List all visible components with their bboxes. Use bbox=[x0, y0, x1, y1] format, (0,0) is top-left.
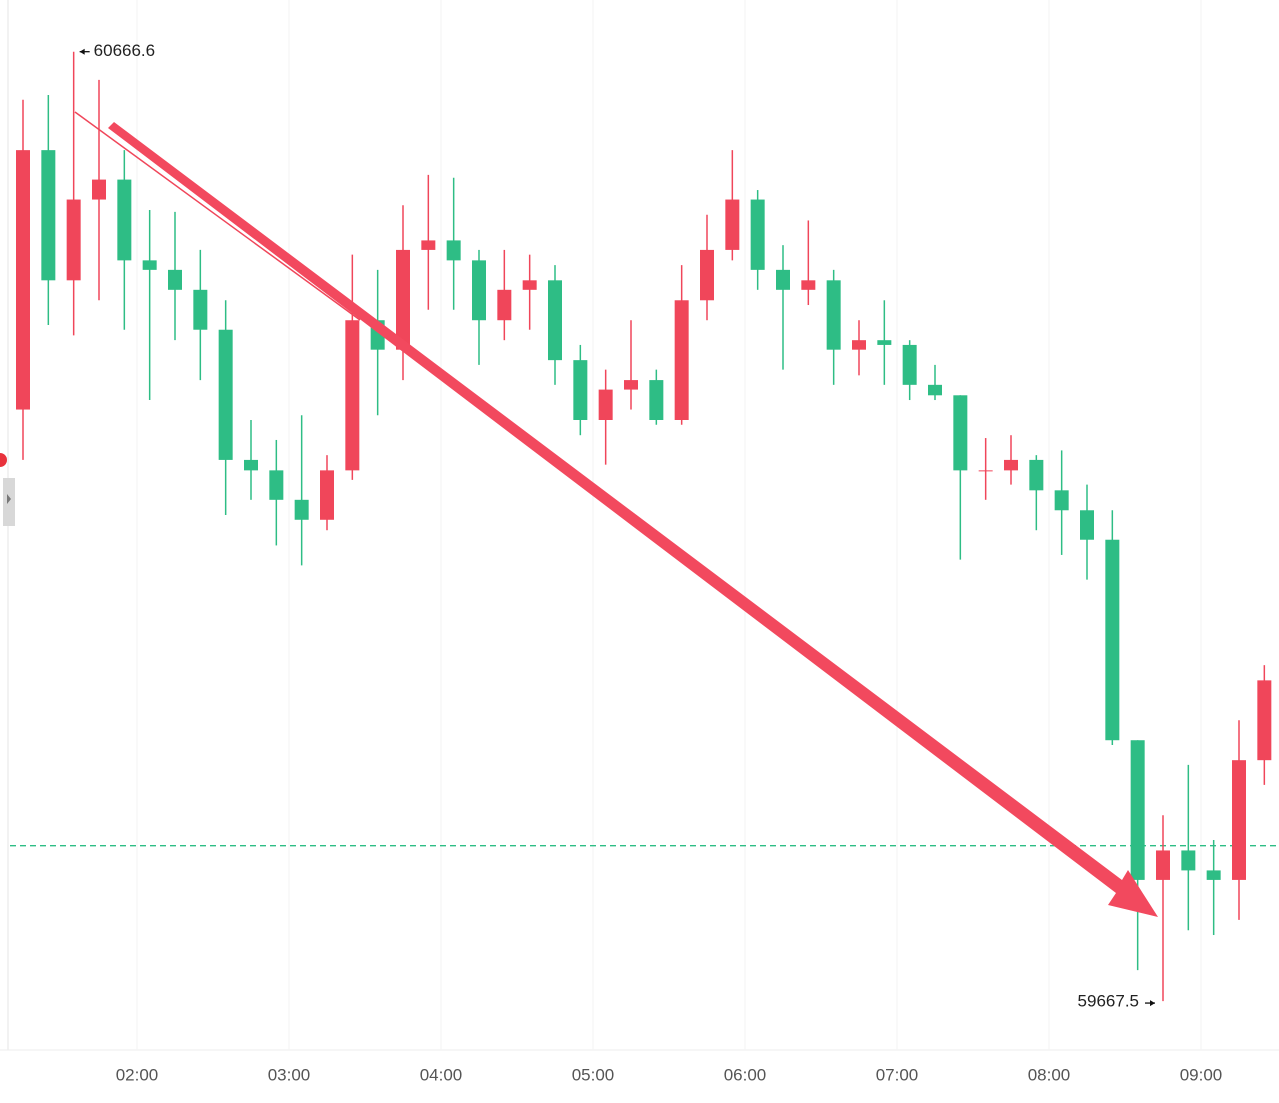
x-tick-label: 06:00 bbox=[724, 1065, 767, 1084]
candle-body bbox=[928, 384, 942, 396]
candle-body bbox=[801, 280, 816, 290]
side-tab bbox=[3, 478, 15, 526]
candle-body bbox=[877, 340, 892, 345]
candle-body bbox=[269, 470, 284, 500]
labels: 02:00 03:00 04:00 05:00 06:00 07:00 08:00 09:00… bbox=[79, 41, 1223, 1084]
candle-body bbox=[396, 249, 410, 350]
candle-body bbox=[902, 344, 917, 385]
candle-body bbox=[598, 389, 613, 420]
candle-body bbox=[244, 459, 258, 471]
x-tick-label: 09:00 bbox=[1180, 1065, 1223, 1084]
candle-body bbox=[1080, 510, 1094, 540]
candle-body bbox=[826, 280, 841, 350]
candle-body bbox=[700, 249, 714, 301]
candle-body bbox=[16, 150, 30, 410]
candle-body bbox=[294, 499, 309, 520]
x-tick-label: 05:00 bbox=[572, 1065, 615, 1084]
candle-body bbox=[1232, 760, 1246, 880]
x-tick-label: 03:00 bbox=[268, 1065, 311, 1084]
candle-body bbox=[649, 380, 664, 420]
candle-body bbox=[1105, 539, 1120, 741]
candle-body bbox=[1130, 740, 1145, 880]
high-arrow-head bbox=[79, 48, 85, 55]
candle-body bbox=[1206, 870, 1221, 880]
candle-body bbox=[1004, 459, 1018, 471]
candle-body bbox=[345, 320, 360, 471]
candle-body bbox=[852, 340, 866, 350]
candle-body bbox=[421, 240, 436, 250]
candle-body bbox=[320, 470, 334, 520]
trend-arrow-shape bbox=[108, 122, 1158, 917]
candle-body bbox=[168, 269, 182, 290]
candle-body bbox=[472, 260, 486, 321]
candle-body bbox=[1029, 459, 1044, 491]
candle-body bbox=[1054, 490, 1069, 511]
candle-body bbox=[41, 150, 56, 281]
candle-body bbox=[446, 240, 461, 261]
low-arrow-head bbox=[1150, 1000, 1155, 1007]
side-tab-icon bbox=[7, 494, 11, 504]
candle-body bbox=[1156, 850, 1170, 880]
plot bbox=[10, 0, 1279, 1050]
high-label: 60666.6 bbox=[94, 41, 155, 60]
candle-body bbox=[1181, 850, 1196, 871]
x-tick-label: 08:00 bbox=[1028, 1065, 1071, 1084]
candle-body bbox=[548, 280, 562, 361]
candle-body bbox=[193, 289, 208, 330]
candle-body bbox=[750, 199, 765, 270]
candle-body bbox=[776, 269, 790, 290]
candle-body bbox=[725, 199, 740, 250]
candle-body bbox=[978, 470, 993, 472]
candle-body bbox=[1257, 680, 1272, 761]
candle-body bbox=[142, 260, 157, 270]
candle-body bbox=[522, 280, 537, 290]
candle-body bbox=[624, 380, 638, 390]
candle-body bbox=[573, 360, 588, 420]
candle-body bbox=[218, 329, 233, 460]
candle-body bbox=[497, 289, 512, 321]
trend-arrow bbox=[74, 111, 1158, 917]
candle-body bbox=[66, 199, 81, 281]
candle-body bbox=[117, 179, 132, 261]
candle-body bbox=[92, 179, 106, 200]
price-dot bbox=[0, 453, 7, 467]
trend-thin-line bbox=[74, 111, 361, 321]
candle-body bbox=[953, 395, 968, 471]
x-tick-label: 07:00 bbox=[876, 1065, 919, 1084]
x-tick-label: 02:00 bbox=[116, 1065, 159, 1084]
candle-body bbox=[674, 300, 689, 420]
low-label: 59667.5 bbox=[1078, 992, 1139, 1011]
x-tick-label: 04:00 bbox=[420, 1065, 463, 1084]
